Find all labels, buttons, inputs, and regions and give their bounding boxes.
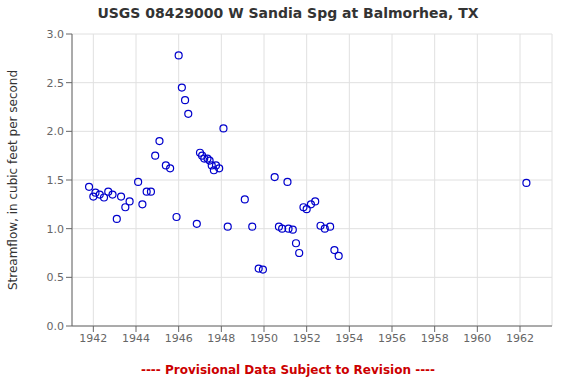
svg-text:1942: 1942 [79, 332, 107, 345]
svg-text:0.5: 0.5 [47, 271, 65, 284]
svg-text:1.5: 1.5 [47, 174, 65, 187]
svg-text:1950: 1950 [250, 332, 278, 345]
svg-text:1958: 1958 [421, 332, 449, 345]
svg-text:1948: 1948 [207, 332, 235, 345]
svg-text:1962: 1962 [506, 332, 534, 345]
svg-text:2.0: 2.0 [47, 125, 65, 138]
svg-text:0.0: 0.0 [47, 320, 65, 333]
svg-text:2.5: 2.5 [47, 77, 65, 90]
svg-text:1952: 1952 [293, 332, 321, 345]
svg-text:1.0: 1.0 [47, 223, 65, 236]
html-text:USGS 08429000 W Sandia Spg at: USGS 08429000 W Sandia Spg at Balmorhea,… [97, 5, 479, 21]
svg-text:1946: 1946 [165, 332, 193, 345]
svg-text:1960: 1960 [463, 332, 491, 345]
svg-text:3.0: 3.0 [47, 28, 65, 41]
svg-text:1956: 1956 [378, 332, 406, 345]
html-text:---- Provisional Data Subject: ---- Provisional Data Subject to Revisio… [140, 363, 436, 377]
svg-text:1954: 1954 [335, 332, 363, 345]
svg-text:1944: 1944 [122, 332, 150, 345]
svg-text:Streamflow, in cubic feet per: Streamflow, in cubic feet per second [8, 70, 20, 290]
